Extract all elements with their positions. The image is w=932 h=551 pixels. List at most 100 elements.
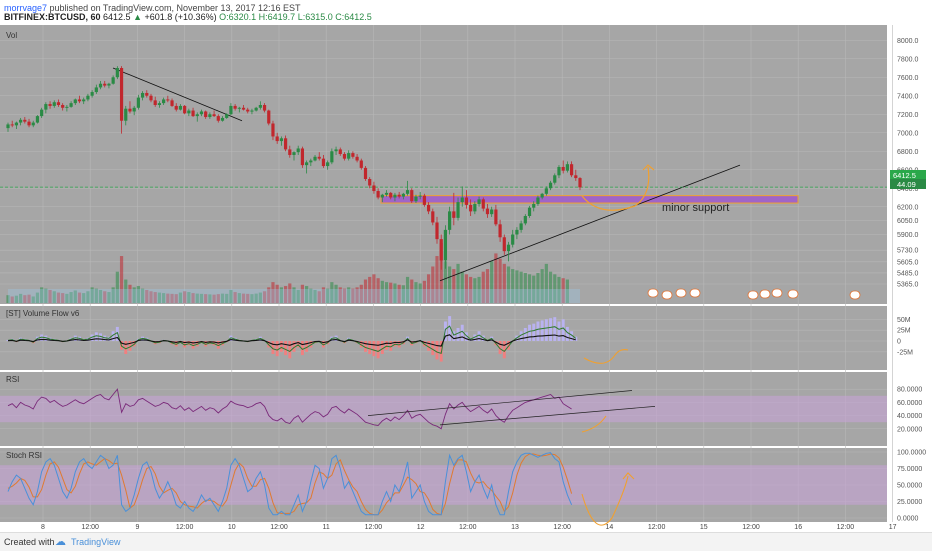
axis-layer: 8 12:00 9 12:00 10 12:00 11 12:00 12 12:00 13 12:00… <box>41 38 926 531</box>
candle-body <box>98 83 103 88</box>
flow-bar <box>565 326 569 341</box>
volume-bar <box>498 258 502 303</box>
price-pane[interactable] <box>0 25 887 304</box>
candle-body <box>40 109 44 117</box>
candle <box>73 98 77 105</box>
candle-body <box>140 92 145 98</box>
candle <box>372 181 376 194</box>
volume-bar <box>262 291 267 303</box>
chart-canvas[interactable]: 8 12:00 9 12:00 10 12:00 11 12:00 12 12:00 13 12:00… <box>0 20 932 532</box>
volume-bar <box>246 293 250 303</box>
candle <box>94 84 98 94</box>
candle-body <box>532 203 536 208</box>
volume-bar <box>174 294 178 303</box>
up-arrow-icon: ▲ <box>133 12 142 22</box>
candle <box>241 105 246 111</box>
candle <box>212 110 216 118</box>
candle-body <box>557 166 561 176</box>
candle <box>250 108 254 115</box>
rsi-band <box>0 395 887 423</box>
volume-bar <box>107 292 111 303</box>
volume-ma-band <box>8 289 580 303</box>
candle <box>292 151 296 161</box>
candle-body <box>153 100 157 105</box>
candle-body <box>237 107 241 109</box>
candle-body <box>292 152 296 155</box>
volume-bar <box>73 290 77 303</box>
candle <box>132 105 136 116</box>
flow-bar <box>561 319 565 341</box>
volume-bar <box>460 271 464 303</box>
volume-bar <box>132 287 136 303</box>
candle <box>464 190 469 209</box>
publish-line: morrvage7 published on TradingView.com, … <box>4 3 301 13</box>
flow-bar <box>498 341 502 354</box>
candle-body <box>321 158 326 167</box>
candle-body <box>305 162 309 166</box>
candle-body <box>351 153 355 157</box>
candle-body <box>262 105 267 111</box>
candles-layer <box>0 66 887 303</box>
volume-bar <box>565 279 569 303</box>
candle <box>426 202 431 215</box>
volume-bar <box>271 282 275 303</box>
flow-tick-label: 50M <box>897 317 911 324</box>
candle <box>296 145 300 155</box>
candle-body <box>397 194 401 197</box>
volume-bar <box>149 291 153 303</box>
flow-bar <box>271 341 275 354</box>
price-axis[interactable] <box>887 20 932 532</box>
candle <box>216 114 220 123</box>
candle <box>502 234 506 255</box>
candle-body <box>212 114 216 117</box>
volume-bar <box>464 274 469 303</box>
ohlc-open: O:6320.1 <box>219 12 257 22</box>
volume-bar <box>140 288 145 303</box>
candle-body <box>115 68 119 78</box>
author-link[interactable]: morrvage7 <box>4 3 48 13</box>
candle <box>258 101 262 110</box>
flow-bar <box>292 341 296 352</box>
rsi-tick-label: 80.0000 <box>897 387 922 394</box>
candle-body <box>178 105 183 110</box>
candle <box>128 101 132 114</box>
price-change: +601.8 (+10.36%) <box>144 12 217 22</box>
candle-body <box>162 99 166 104</box>
flow-bar <box>300 341 304 356</box>
candle-body <box>410 190 414 202</box>
flow-bar <box>385 341 389 350</box>
candle <box>178 104 183 111</box>
candle-body <box>90 92 94 96</box>
candle-body <box>431 211 435 223</box>
flow-bar <box>452 331 456 341</box>
candle-body <box>52 102 56 106</box>
volume-bar <box>351 288 355 303</box>
volume-bar <box>309 288 313 303</box>
candle-body <box>288 149 292 155</box>
candle <box>174 103 178 112</box>
flow-bar <box>532 323 536 341</box>
volume-bar <box>279 287 283 303</box>
x-tick-label: 17 <box>889 524 897 531</box>
volume-bar <box>145 289 149 303</box>
flow-bar <box>393 341 397 347</box>
candle-body <box>376 191 380 198</box>
candle-body <box>452 211 456 218</box>
candle <box>557 165 561 179</box>
candle-body <box>132 107 136 112</box>
candle <box>267 109 271 126</box>
candle-body <box>73 99 77 104</box>
candle <box>351 151 355 159</box>
candle <box>220 116 225 122</box>
tradingview-brand[interactable]: TradingView <box>71 537 121 547</box>
volume-bar <box>376 278 380 303</box>
volume-bar <box>334 284 338 303</box>
volume-bar <box>111 287 115 303</box>
candle <box>31 120 35 128</box>
candle <box>460 186 464 207</box>
candle <box>569 161 574 178</box>
volume-bar <box>258 292 262 303</box>
candle-body <box>456 202 460 218</box>
x-tick-label: 15 <box>700 524 708 531</box>
